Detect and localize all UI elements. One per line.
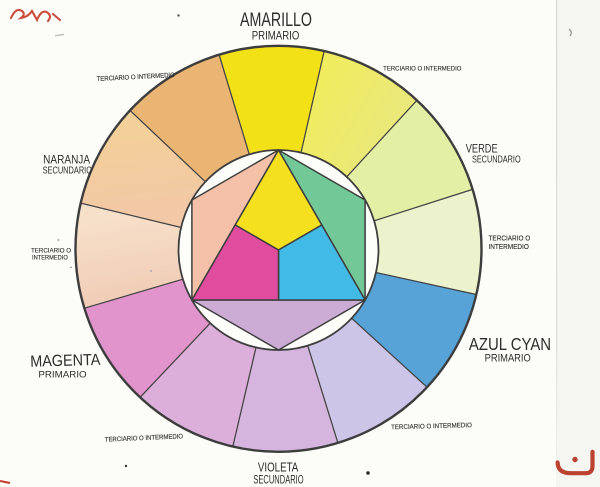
svg-text:TERCIARIO O INTERMEDIO: TERCIARIO O INTERMEDIO [383, 65, 461, 72]
svg-text:MAGENTA: MAGENTA [30, 351, 101, 371]
svg-text:AMARILLO: AMARILLO [240, 9, 312, 30]
svg-text:PRIMARIO: PRIMARIO [485, 353, 531, 365]
svg-text:SECUNDARIO: SECUNDARIO [253, 474, 304, 487]
svg-text:VERDE: VERDE [466, 143, 498, 156]
svg-text:TERCIARIO O INTERMEDIO: TERCIARIO O INTERMEDIO [391, 422, 472, 431]
svg-text:TERCIARIO O INTERMEDIO: TERCIARIO O INTERMEDIO [96, 72, 175, 83]
svg-text:PRIMARIO: PRIMARIO [252, 29, 300, 42]
svg-text:TERCIARIO O: TERCIARIO O [31, 247, 71, 254]
svg-text:INTERMEDIO: INTERMEDIO [489, 244, 530, 251]
svg-text:SECUNDARIO: SECUNDARIO [43, 165, 92, 176]
svg-text:INTERMEDIO: INTERMEDIO [32, 254, 68, 261]
svg-text:NARANJA: NARANJA [43, 154, 90, 167]
svg-text:PRIMARIO: PRIMARIO [38, 370, 87, 381]
svg-text:VIOLETA: VIOLETA [258, 461, 299, 474]
svg-text:SECUNDARIO: SECUNDARIO [472, 153, 521, 165]
svg-text:TERCIARIO O INTERMEDIO: TERCIARIO O INTERMEDIO [105, 433, 184, 444]
svg-text:TERCIARIO O: TERCIARIO O [489, 235, 531, 242]
svg-text:AZUL CYAN: AZUL CYAN [469, 335, 551, 354]
